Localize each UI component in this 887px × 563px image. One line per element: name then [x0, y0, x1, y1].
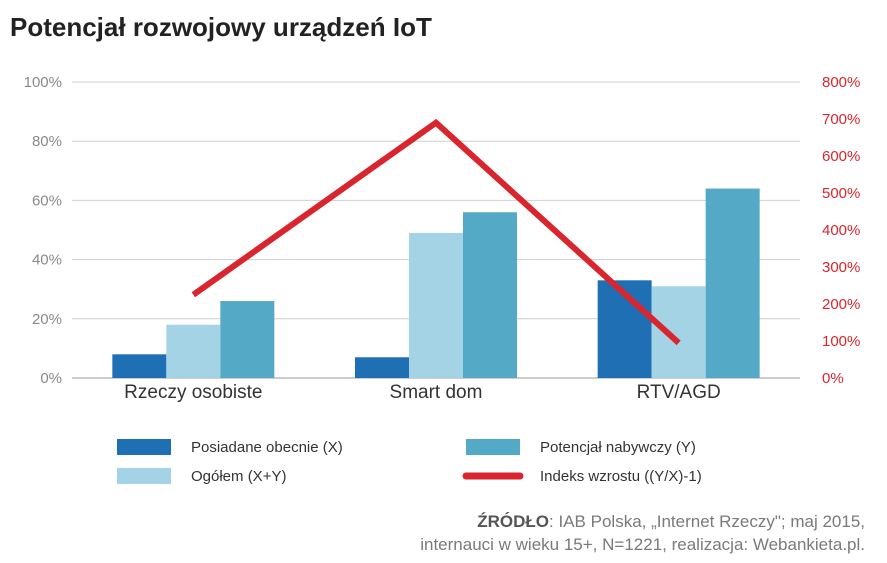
- category-label: Smart dom: [390, 382, 483, 403]
- category-label: RTV/AGD: [637, 382, 721, 403]
- bars: [112, 188, 760, 378]
- legend-swatch: [117, 439, 171, 455]
- left-axis-ticks: 0% 20% 40% 60% 80% 100%: [24, 74, 62, 387]
- category-label: Rzeczy osobiste: [124, 382, 262, 403]
- growth-index-line: [191, 118, 681, 346]
- bar: [705, 188, 760, 378]
- legend-label: Ogółem (X+Y): [191, 468, 286, 485]
- left-tick-label: 20%: [32, 311, 62, 328]
- legend: Posiadane obecnie (X) Potencjał nabywczy …: [117, 439, 702, 485]
- left-tick-label: 100%: [24, 74, 62, 91]
- bar: [220, 301, 275, 378]
- left-tick-label: 40%: [32, 252, 62, 269]
- right-tick-label: 700%: [822, 111, 860, 128]
- right-tick-label: 800%: [822, 74, 860, 91]
- category-labels: Rzeczy osobiste Smart dom RTV/AGD: [124, 382, 721, 403]
- left-tick-label: 80%: [32, 133, 62, 150]
- chart-title: Potencjał rozwojowy urządzeń IoT: [10, 12, 432, 42]
- right-tick-label: 0%: [822, 370, 844, 387]
- bar: [463, 212, 517, 378]
- right-tick-label: 500%: [822, 185, 860, 202]
- source-line-1: : IAB Polska, „Internet Rzeczy"; maj 201…: [549, 512, 865, 531]
- right-tick-label: 300%: [822, 259, 860, 276]
- left-tick-label: 60%: [32, 192, 62, 209]
- source-note: ŹRÓDŁO: IAB Polska, „Internet Rzeczy"; m…: [420, 510, 865, 556]
- bar: [355, 357, 409, 378]
- bar: [112, 354, 167, 378]
- left-tick-label: 0%: [40, 370, 62, 387]
- legend-label: Potencjał nabywczy (Y): [540, 439, 696, 456]
- right-tick-label: 100%: [822, 333, 860, 350]
- bar: [651, 286, 706, 378]
- right-tick-label: 600%: [822, 148, 860, 165]
- legend-label: Indeks wzrostu ((Y/X)-1): [540, 468, 702, 485]
- legend-swatch: [466, 439, 520, 455]
- right-axis-ticks: 0% 100% 200% 300% 400% 500% 600% 700% 800%: [822, 74, 860, 387]
- growth-index-line-layer: [191, 118, 681, 346]
- bar: [409, 232, 463, 378]
- right-tick-label: 400%: [822, 222, 860, 239]
- source-label: ŹRÓDŁO: [477, 512, 550, 531]
- legend-swatch: [117, 468, 171, 484]
- right-tick-label: 200%: [822, 296, 860, 313]
- bar: [166, 324, 221, 378]
- source-line-2: internauci w wieku 15+, N=1221, realizac…: [420, 535, 865, 554]
- legend-label: Posiadane obecnie (X): [191, 439, 343, 456]
